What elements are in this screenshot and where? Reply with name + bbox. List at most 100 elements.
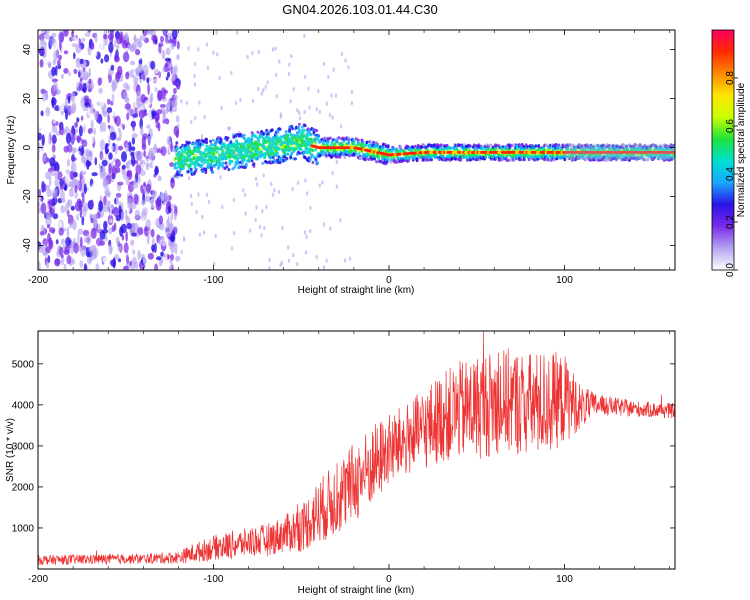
- spectrogram-cell: [154, 39, 158, 44]
- spectrogram-cell: [244, 192, 247, 198]
- spectrogram-cell: [522, 158, 526, 162]
- spectrogram-cell: [112, 257, 116, 269]
- spectrogram-cell: [97, 77, 102, 86]
- spectrogram-cell: [143, 64, 149, 77]
- spectrogram-cell: [252, 164, 256, 168]
- chart-title: GN04.2026.103.01.44.C30: [282, 2, 438, 17]
- spectrogram-cell: [158, 238, 163, 245]
- spectrogram-cell: [166, 71, 171, 78]
- spectrogram-x-axis-title: Height of straight line (km): [298, 285, 415, 296]
- spectrogram-y-tick-label: 0: [22, 144, 33, 150]
- spectrogram-cell: [205, 140, 209, 145]
- spectrogram-cell: [332, 67, 335, 72]
- spectrogram-cell: [171, 66, 176, 78]
- spectrogram-cell: [99, 167, 105, 180]
- spectrogram-cell: [177, 123, 180, 128]
- spectrogram-cell: [348, 154, 351, 158]
- spectrogram-cell: [106, 107, 113, 114]
- spectrogram-cell: [77, 228, 83, 235]
- spectrogram-cell: [126, 112, 130, 121]
- spectrogram-cell: [110, 64, 115, 71]
- spectrogram-cell: [70, 91, 76, 103]
- spectrogram-cell: [50, 252, 54, 258]
- spectrogram-cell: [147, 83, 150, 96]
- spectrogram-cell: [176, 147, 180, 151]
- spectrogram-cell: [286, 152, 290, 156]
- spectrogram-cell: [262, 152, 267, 156]
- spectrogram-cell: [132, 181, 139, 189]
- spectrogram-cell: [38, 43, 42, 49]
- spectrogram-cell: [225, 165, 229, 169]
- spectrogram-cell: [45, 246, 51, 254]
- spectrogram-cell: [295, 142, 300, 147]
- spectrogram-cell: [100, 41, 104, 51]
- spectrogram-cell: [226, 136, 230, 140]
- spectrogram-cell: [165, 47, 171, 56]
- spectrogram-cell: [217, 158, 222, 162]
- spectrogram-cell: [160, 146, 167, 157]
- spectrogram-cell: [160, 87, 167, 100]
- spectrogram-cell: [220, 105, 223, 111]
- spectrogram-cell: [76, 117, 80, 123]
- spectrogram-cell: [54, 258, 61, 265]
- spectrogram-cell: [42, 251, 48, 257]
- spectrogram-cell: [90, 217, 94, 224]
- spectrogram-cell: [75, 44, 82, 54]
- spectrogram-cell: [190, 160, 194, 164]
- spectrogram-cell: [265, 204, 268, 210]
- spectrogram-cell: [103, 77, 110, 86]
- spectrogram-cell: [160, 35, 164, 43]
- spectrogram-cell: [111, 81, 116, 93]
- spectrogram-cell: [160, 251, 164, 257]
- spectrogram-cell: [271, 138, 276, 143]
- spectrogram-cell: [250, 137, 254, 141]
- spectrogram-cell: [619, 154, 623, 158]
- spectrogram-cell: [415, 158, 419, 162]
- spectrogram-cell: [98, 87, 104, 94]
- spectrogram-cell: [233, 149, 237, 153]
- spectrogram-cell: [74, 232, 78, 243]
- spectrogram-cell: [126, 222, 132, 230]
- spectrogram-cell: [167, 264, 172, 270]
- spectrogram-cell: [178, 170, 182, 174]
- spectrogram-cell: [129, 60, 136, 66]
- spectrogram-cell: [118, 127, 121, 133]
- spectrogram-cell: [48, 175, 52, 187]
- spectrogram-cell: [344, 58, 347, 63]
- spectrogram-cell: [213, 155, 217, 160]
- spectrogram-cell: [162, 256, 168, 261]
- spectrogram-cell: [304, 74, 307, 80]
- spectrogram-cell: [133, 193, 139, 205]
- spectrogram-cell: [200, 133, 204, 139]
- spectrogram-cell: [287, 245, 290, 250]
- spectrogram-cell: [218, 75, 221, 81]
- spectrogram-cell: [130, 222, 136, 231]
- spectrogram-cell: [439, 143, 443, 147]
- spectrogram-cell: [353, 140, 356, 144]
- spectrogram-cell: [209, 139, 213, 143]
- spectrogram-cell: [186, 163, 191, 168]
- spectrogram-cell: [224, 161, 228, 165]
- spectrogram-cell: [202, 158, 206, 162]
- spectrogram-cell: [197, 155, 201, 160]
- spectrogram-cell: [51, 78, 59, 83]
- spectrogram-cell: [135, 164, 142, 175]
- spectrogram-cell: [304, 250, 308, 255]
- spectrogram-cell: [131, 133, 138, 139]
- spectrogram-cell: [142, 30, 148, 37]
- spectrogram-cell: [350, 149, 353, 153]
- spectrogram-cell: [153, 68, 160, 74]
- spectrogram-cell: [70, 205, 75, 211]
- spectrogram-cell: [58, 103, 65, 112]
- spectrogram-cell: [138, 55, 141, 61]
- spectrogram-cell: [209, 162, 213, 166]
- spectrogram-cell: [144, 158, 151, 164]
- spectrogram-cell: [127, 251, 133, 258]
- spectrogram-cell: [90, 199, 94, 208]
- spectrogram-cell: [49, 157, 56, 167]
- spectrogram-cell: [341, 143, 345, 147]
- spectrogram-cell: [88, 246, 93, 253]
- spectrogram-cell: [137, 250, 141, 261]
- spectrogram-cell: [275, 72, 278, 78]
- spectrogram-x-tick-label: -200: [28, 275, 48, 286]
